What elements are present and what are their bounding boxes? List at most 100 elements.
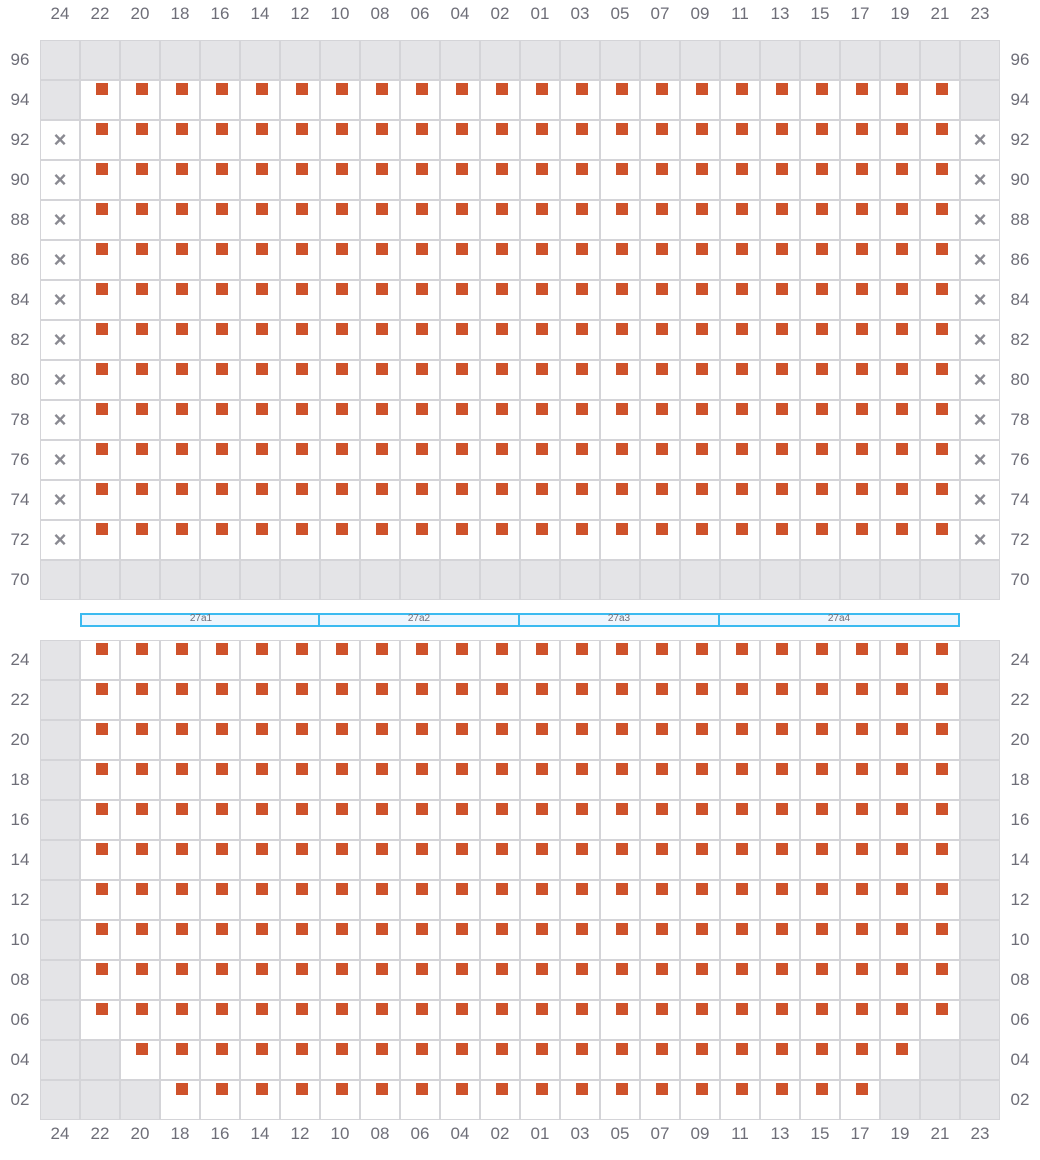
seat-cell[interactable] (601, 401, 639, 439)
seat-cell[interactable] (321, 361, 359, 399)
seat-cell[interactable] (201, 361, 239, 399)
seat-cell[interactable] (681, 401, 719, 439)
seat-cell[interactable] (761, 121, 799, 159)
seat-cell[interactable] (561, 681, 599, 719)
seat-cell[interactable] (401, 361, 439, 399)
seat-cell[interactable] (321, 321, 359, 359)
seat-cell[interactable] (801, 161, 839, 199)
seat-cell[interactable] (481, 121, 519, 159)
seat-cell[interactable] (121, 841, 159, 879)
seat-cell[interactable] (681, 961, 719, 999)
seat-cell[interactable] (881, 761, 919, 799)
seat-cell[interactable] (81, 721, 119, 759)
seat-cell[interactable] (401, 321, 439, 359)
seat-cell[interactable] (201, 1041, 239, 1079)
seat-cell[interactable] (601, 1081, 639, 1119)
seat-cell[interactable] (281, 881, 319, 919)
seat-cell[interactable] (761, 281, 799, 319)
seat-cell[interactable] (601, 321, 639, 359)
seat-cell[interactable] (321, 1001, 359, 1039)
seat-cell[interactable] (801, 401, 839, 439)
seat-cell[interactable] (281, 1001, 319, 1039)
seat-cell[interactable] (841, 681, 879, 719)
seat-cell[interactable] (921, 881, 959, 919)
seat-cell[interactable] (321, 761, 359, 799)
seat-cell[interactable] (841, 521, 879, 559)
seat-cell[interactable] (121, 81, 159, 119)
seat-cell[interactable] (641, 321, 679, 359)
section-bar[interactable]: 27a1 (80, 613, 322, 627)
seat-cell[interactable] (81, 881, 119, 919)
seat-cell[interactable] (801, 121, 839, 159)
seat-cell[interactable] (201, 1081, 239, 1119)
section-bar[interactable]: 27a3 (518, 613, 720, 627)
seat-cell[interactable] (241, 681, 279, 719)
seat-cell[interactable] (321, 241, 359, 279)
seat-cell[interactable] (641, 1041, 679, 1079)
seat-cell[interactable] (481, 921, 519, 959)
seat-cell[interactable] (521, 81, 559, 119)
seat-cell[interactable] (361, 121, 399, 159)
seat-cell[interactable] (521, 881, 559, 919)
seat-cell[interactable] (201, 761, 239, 799)
seat-cell[interactable] (321, 521, 359, 559)
seat-cell[interactable] (921, 121, 959, 159)
seat-cell[interactable] (921, 761, 959, 799)
seat-cell[interactable] (81, 841, 119, 879)
seat-cell[interactable] (321, 801, 359, 839)
seat-cell[interactable] (81, 641, 119, 679)
seat-cell[interactable] (801, 761, 839, 799)
seat-cell[interactable] (561, 281, 599, 319)
seat-cell[interactable] (401, 521, 439, 559)
seat-cell[interactable] (881, 121, 919, 159)
seat-cell[interactable] (241, 321, 279, 359)
seat-cell[interactable] (361, 361, 399, 399)
seat-cell[interactable] (481, 681, 519, 719)
seat-cell[interactable] (441, 761, 479, 799)
seat-cell[interactable] (161, 801, 199, 839)
seat-cell[interactable] (241, 401, 279, 439)
seat-cell[interactable] (761, 241, 799, 279)
seat-cell[interactable] (281, 481, 319, 519)
seat-cell[interactable] (721, 1001, 759, 1039)
seat-cell[interactable] (841, 441, 879, 479)
seat-cell[interactable] (721, 201, 759, 239)
seat-cell[interactable] (761, 1041, 799, 1079)
seat-cell[interactable] (921, 801, 959, 839)
seat-cell[interactable] (601, 881, 639, 919)
seat-cell[interactable] (401, 1041, 439, 1079)
seat-cell[interactable] (881, 361, 919, 399)
seat-cell[interactable] (481, 801, 519, 839)
seat-cell[interactable] (601, 761, 639, 799)
seat-cell[interactable] (521, 161, 559, 199)
seat-cell[interactable] (921, 481, 959, 519)
seat-cell[interactable] (681, 721, 719, 759)
seat-cell[interactable] (921, 201, 959, 239)
seat-cell[interactable] (881, 321, 919, 359)
seat-cell[interactable] (841, 321, 879, 359)
seat-cell[interactable] (321, 81, 359, 119)
seat-cell[interactable] (601, 801, 639, 839)
seat-cell[interactable] (401, 641, 439, 679)
seat-cell[interactable] (81, 521, 119, 559)
seat-cell[interactable] (761, 841, 799, 879)
seat-cell[interactable] (281, 641, 319, 679)
seat-cell[interactable] (761, 1001, 799, 1039)
seat-cell[interactable] (361, 441, 399, 479)
seat-cell[interactable] (801, 1041, 839, 1079)
seat-cell[interactable] (481, 521, 519, 559)
seat-cell[interactable] (881, 801, 919, 839)
seat-cell[interactable] (361, 841, 399, 879)
seat-cell[interactable] (561, 1001, 599, 1039)
seat-cell[interactable] (801, 881, 839, 919)
seat-cell[interactable] (441, 881, 479, 919)
seat-cell[interactable] (881, 401, 919, 439)
seat-cell[interactable] (281, 361, 319, 399)
seat-cell[interactable] (201, 1001, 239, 1039)
seat-cell[interactable] (121, 161, 159, 199)
seat-cell[interactable] (241, 121, 279, 159)
seat-cell[interactable] (881, 881, 919, 919)
seat-cell[interactable] (321, 721, 359, 759)
seat-cell[interactable] (641, 961, 679, 999)
seat-cell[interactable] (81, 961, 119, 999)
